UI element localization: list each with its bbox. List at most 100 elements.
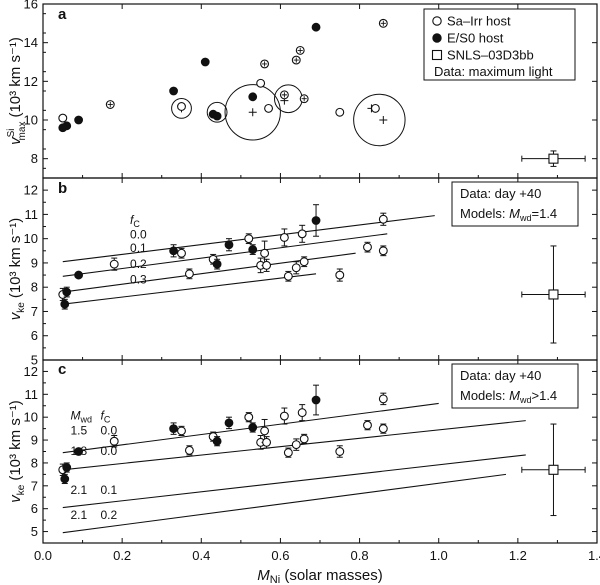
- x-axis-label-rest: (solar masses): [280, 567, 383, 584]
- data-point-sa-irr: [184, 269, 194, 279]
- data-point-e-s0: [224, 418, 234, 428]
- y-tick-label: 7: [31, 478, 38, 493]
- legend-open-circle-icon: [432, 16, 442, 26]
- uncertainty-circle: [273, 84, 303, 114]
- legend-c-sub: wd: [519, 395, 532, 405]
- y-label-sub: ke: [16, 484, 27, 495]
- x-tick-label: 0.6: [271, 548, 289, 563]
- x-axis-label: MNi (solar masses): [257, 567, 382, 585]
- data-point-sa-irr: [244, 234, 254, 244]
- model-header2-sub: C: [104, 414, 111, 424]
- y-tick-label: 14: [24, 35, 38, 50]
- y-tick-label: 12: [24, 74, 38, 89]
- data-point-e-s0: [311, 395, 321, 405]
- panel-a-letter: a: [58, 6, 67, 23]
- data-point-e-s0: [74, 447, 84, 456]
- y-tick-label: 10: [24, 231, 38, 246]
- legend-panel-c: Data: day +40 Models: Mwd>1.4: [451, 363, 579, 409]
- data-point-sa-irr: [256, 78, 266, 88]
- y-tick-label: 6: [31, 328, 38, 343]
- plus-marker: [248, 108, 257, 117]
- legend-panel-b: Data: day +40 Models: Mwd=1.4: [451, 181, 579, 227]
- data-point-e-s0: [212, 436, 222, 446]
- data-point-sa-irr: [291, 263, 301, 273]
- data-point-sa-irr: [177, 426, 186, 436]
- snls-square-marker: [548, 464, 559, 475]
- data-point-sa-irr: [363, 242, 372, 252]
- data-point-e-s0: [62, 463, 72, 472]
- uncertainty-circle: [353, 93, 406, 147]
- legend-b-prefix: Models:: [460, 206, 509, 221]
- data-point-e-s0: [74, 115, 84, 125]
- model-label: 0.2: [130, 257, 147, 271]
- legend-b-sub: wd: [519, 213, 532, 223]
- panel-c: 5 6 7 8 9 10 11 12 0.0 0.2 0.4 0.6 0.8 1.0 1.2 1.4 vke (1…: [7, 359, 600, 563]
- data-point-sa-irr: [177, 248, 186, 258]
- model-header-sub: wd: [79, 414, 92, 424]
- data-point-sa-irr: [260, 248, 270, 258]
- legend-b-box: [451, 181, 579, 227]
- legend-c-rest: >1.4: [532, 388, 558, 403]
- data-point-e-s0: [311, 216, 321, 225]
- model-header2-sym: f: [100, 408, 105, 422]
- y-tick-label: 11: [25, 207, 39, 222]
- data-point-sa-irr: [370, 103, 380, 113]
- point-plus: [301, 96, 307, 102]
- model-label-fc: 0.0: [100, 423, 117, 437]
- model-label-mwd: 2.1: [70, 483, 87, 497]
- data-point-sa-irr: [279, 411, 289, 421]
- y-tick-label: 12: [24, 183, 38, 198]
- data-point-e-s0: [60, 474, 70, 484]
- point-plus: [107, 101, 113, 108]
- data-point-e-s0: [212, 259, 222, 269]
- data-point-sa-irr: [378, 424, 388, 434]
- data-point-e-s0: [74, 270, 84, 280]
- y-label-sub: max: [17, 122, 28, 141]
- data-point-sa-irr: [262, 260, 272, 270]
- y-label-sub: ke: [16, 302, 27, 313]
- y-tick-label: 5: [31, 524, 38, 539]
- data-point-sa-irr: [283, 271, 293, 281]
- x-tick-label: 1.4: [588, 548, 600, 563]
- x-tick-label: 0.4: [192, 548, 210, 563]
- y-label-sup: Si: [6, 128, 17, 137]
- model-header-sub: C: [133, 219, 140, 229]
- x-axis-label-sym: M: [257, 567, 270, 584]
- y-label-unit: (10³ km s⁻¹): [7, 37, 24, 117]
- data-point-sa-irr: [378, 246, 388, 256]
- y-label-sym: v: [7, 494, 24, 503]
- data-point-sa-irr: [184, 445, 194, 455]
- legend-label-sa-irr: Sa–Irr host: [447, 14, 511, 29]
- data-point-e-s0: [169, 86, 178, 96]
- data-point-sa-irr: [264, 103, 274, 113]
- model-header-sym: f: [130, 213, 135, 227]
- panel-b-letter: b: [58, 180, 67, 197]
- y-tick-label: 10: [24, 113, 38, 128]
- data-point-sa-irr: [378, 394, 388, 404]
- y-tick-label: 8: [31, 280, 38, 295]
- y-label-sym: v: [7, 311, 24, 320]
- legend-c-prefix: Models:: [460, 388, 509, 403]
- data-point-sa-irr: [279, 233, 289, 242]
- model-label-fc: 0.0: [100, 444, 117, 458]
- y-tick-label: 9: [31, 433, 38, 448]
- model-label-mwd: 2.1: [70, 508, 87, 522]
- data-point-sa-irr: [363, 420, 372, 430]
- x-axis-label-sub: Ni: [270, 574, 280, 585]
- legend-b-line2: Models: Mwd=1.4: [460, 206, 557, 223]
- snls-square-marker: [548, 153, 559, 164]
- y-tick-label: 7: [31, 304, 38, 319]
- data-point-sa-irr: [335, 107, 345, 117]
- legend-c-box: [451, 363, 579, 409]
- data-point-sa-irr: [58, 113, 68, 123]
- data-point-sa-irr: [299, 257, 309, 267]
- model-header-fc: fC: [130, 213, 140, 229]
- x-tick-label: 0.0: [34, 548, 52, 563]
- point-plus: [293, 57, 299, 63]
- data-point-sa-irr: [335, 270, 345, 280]
- data-point-sa-irr: [335, 447, 345, 456]
- panel-b-y-axis-label: vke (10³ km s⁻¹): [7, 218, 27, 320]
- point-plus: [297, 47, 303, 53]
